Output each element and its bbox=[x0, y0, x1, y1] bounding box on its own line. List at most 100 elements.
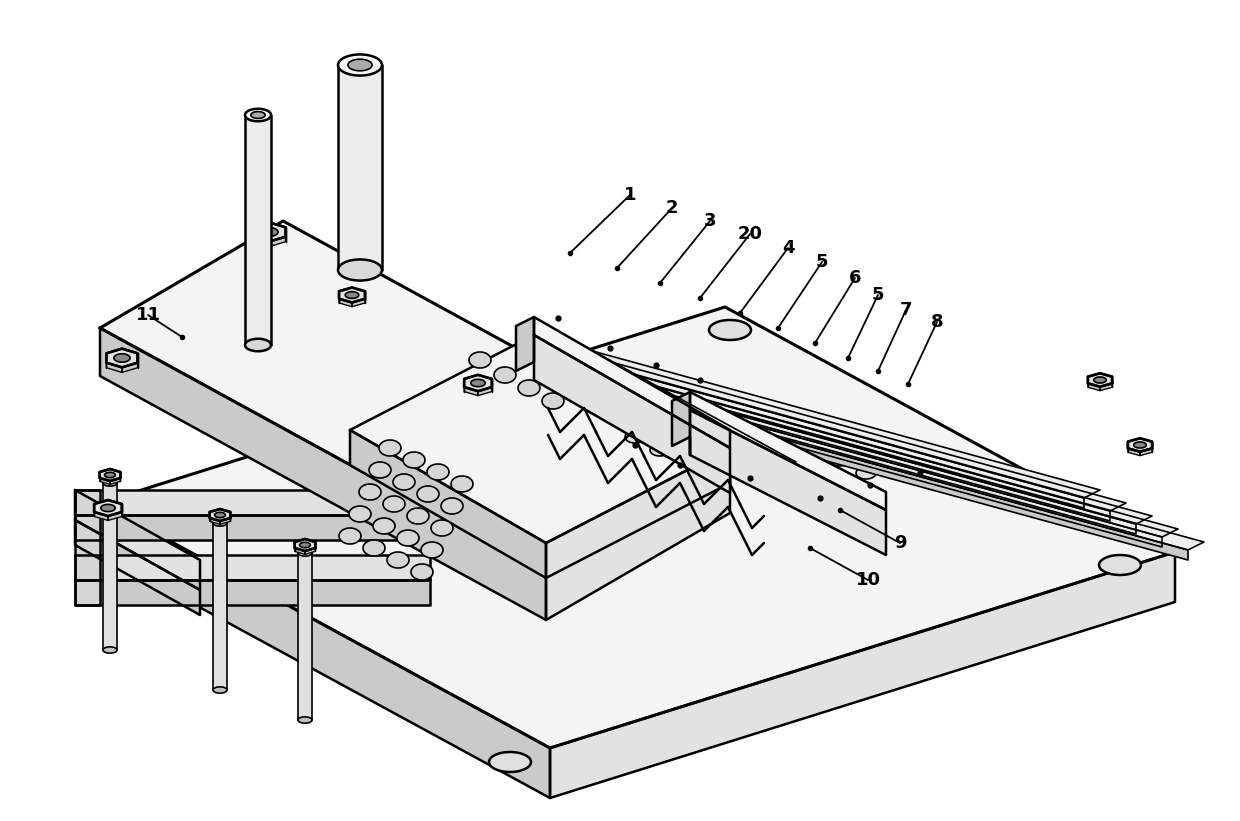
Ellipse shape bbox=[250, 112, 265, 118]
Ellipse shape bbox=[393, 474, 415, 490]
Ellipse shape bbox=[422, 542, 443, 558]
Polygon shape bbox=[103, 483, 117, 650]
Ellipse shape bbox=[246, 339, 272, 351]
Ellipse shape bbox=[298, 717, 312, 723]
Polygon shape bbox=[107, 363, 122, 373]
Ellipse shape bbox=[451, 476, 472, 492]
Polygon shape bbox=[350, 335, 730, 543]
Polygon shape bbox=[518, 335, 1100, 498]
Polygon shape bbox=[107, 349, 138, 367]
Ellipse shape bbox=[1133, 442, 1146, 448]
Ellipse shape bbox=[246, 108, 272, 122]
Polygon shape bbox=[339, 65, 382, 270]
Polygon shape bbox=[339, 299, 352, 307]
Polygon shape bbox=[210, 509, 231, 521]
Text: 4: 4 bbox=[781, 239, 795, 257]
Ellipse shape bbox=[348, 59, 372, 71]
Polygon shape bbox=[1128, 448, 1140, 456]
Ellipse shape bbox=[387, 552, 409, 568]
Polygon shape bbox=[534, 335, 730, 493]
Ellipse shape bbox=[370, 462, 391, 478]
Ellipse shape bbox=[339, 528, 361, 544]
Polygon shape bbox=[1087, 383, 1100, 391]
Ellipse shape bbox=[494, 367, 516, 383]
Ellipse shape bbox=[114, 354, 130, 362]
Polygon shape bbox=[689, 392, 887, 510]
Ellipse shape bbox=[910, 449, 930, 461]
Polygon shape bbox=[100, 221, 730, 572]
Ellipse shape bbox=[104, 472, 115, 478]
Ellipse shape bbox=[397, 530, 419, 546]
Ellipse shape bbox=[680, 434, 701, 446]
Ellipse shape bbox=[830, 454, 849, 466]
Ellipse shape bbox=[298, 550, 312, 556]
Ellipse shape bbox=[432, 520, 453, 536]
Polygon shape bbox=[74, 580, 430, 605]
Polygon shape bbox=[74, 490, 430, 515]
Polygon shape bbox=[298, 553, 312, 720]
Text: 8: 8 bbox=[931, 313, 944, 331]
Polygon shape bbox=[74, 520, 200, 615]
Text: 20: 20 bbox=[738, 225, 763, 243]
Polygon shape bbox=[270, 236, 285, 246]
Polygon shape bbox=[464, 375, 492, 391]
Polygon shape bbox=[254, 236, 270, 246]
Polygon shape bbox=[352, 299, 365, 307]
Ellipse shape bbox=[1094, 377, 1106, 383]
Polygon shape bbox=[672, 392, 689, 455]
Ellipse shape bbox=[103, 647, 117, 654]
Ellipse shape bbox=[410, 564, 433, 580]
Ellipse shape bbox=[417, 486, 439, 502]
Ellipse shape bbox=[215, 512, 226, 518]
Polygon shape bbox=[305, 548, 315, 554]
Polygon shape bbox=[464, 387, 477, 396]
Text: 5: 5 bbox=[872, 286, 884, 304]
Ellipse shape bbox=[427, 464, 449, 480]
Ellipse shape bbox=[345, 291, 358, 298]
Ellipse shape bbox=[706, 447, 725, 459]
Ellipse shape bbox=[1099, 555, 1141, 575]
Ellipse shape bbox=[936, 462, 956, 474]
Polygon shape bbox=[596, 374, 1178, 537]
Polygon shape bbox=[546, 448, 730, 578]
Polygon shape bbox=[94, 500, 122, 516]
Ellipse shape bbox=[213, 520, 227, 526]
Polygon shape bbox=[570, 361, 1152, 524]
Ellipse shape bbox=[471, 379, 485, 387]
Polygon shape bbox=[477, 387, 492, 396]
Polygon shape bbox=[570, 369, 1136, 534]
Polygon shape bbox=[518, 343, 1084, 508]
Ellipse shape bbox=[213, 687, 227, 693]
Ellipse shape bbox=[489, 752, 531, 772]
Polygon shape bbox=[689, 410, 887, 555]
Polygon shape bbox=[534, 317, 730, 448]
Ellipse shape bbox=[750, 427, 770, 439]
Ellipse shape bbox=[363, 540, 384, 556]
Polygon shape bbox=[1128, 438, 1152, 452]
Text: 3: 3 bbox=[704, 212, 717, 230]
Ellipse shape bbox=[542, 393, 564, 409]
Polygon shape bbox=[74, 490, 100, 605]
Polygon shape bbox=[99, 469, 120, 481]
Polygon shape bbox=[74, 555, 430, 580]
Polygon shape bbox=[546, 465, 730, 620]
Text: 2: 2 bbox=[666, 199, 678, 217]
Ellipse shape bbox=[625, 431, 645, 443]
Ellipse shape bbox=[100, 504, 115, 511]
Polygon shape bbox=[99, 478, 110, 484]
Polygon shape bbox=[110, 478, 120, 484]
Ellipse shape bbox=[975, 484, 994, 496]
Text: 7: 7 bbox=[900, 301, 913, 319]
Polygon shape bbox=[246, 115, 272, 345]
Ellipse shape bbox=[383, 496, 405, 512]
Polygon shape bbox=[1100, 383, 1112, 391]
Ellipse shape bbox=[373, 518, 396, 534]
Ellipse shape bbox=[339, 259, 382, 281]
Polygon shape bbox=[622, 395, 1188, 560]
Polygon shape bbox=[596, 382, 1162, 547]
Text: 5: 5 bbox=[816, 253, 828, 271]
Polygon shape bbox=[339, 287, 365, 302]
Ellipse shape bbox=[300, 543, 310, 548]
Polygon shape bbox=[122, 363, 138, 373]
Polygon shape bbox=[213, 523, 227, 690]
